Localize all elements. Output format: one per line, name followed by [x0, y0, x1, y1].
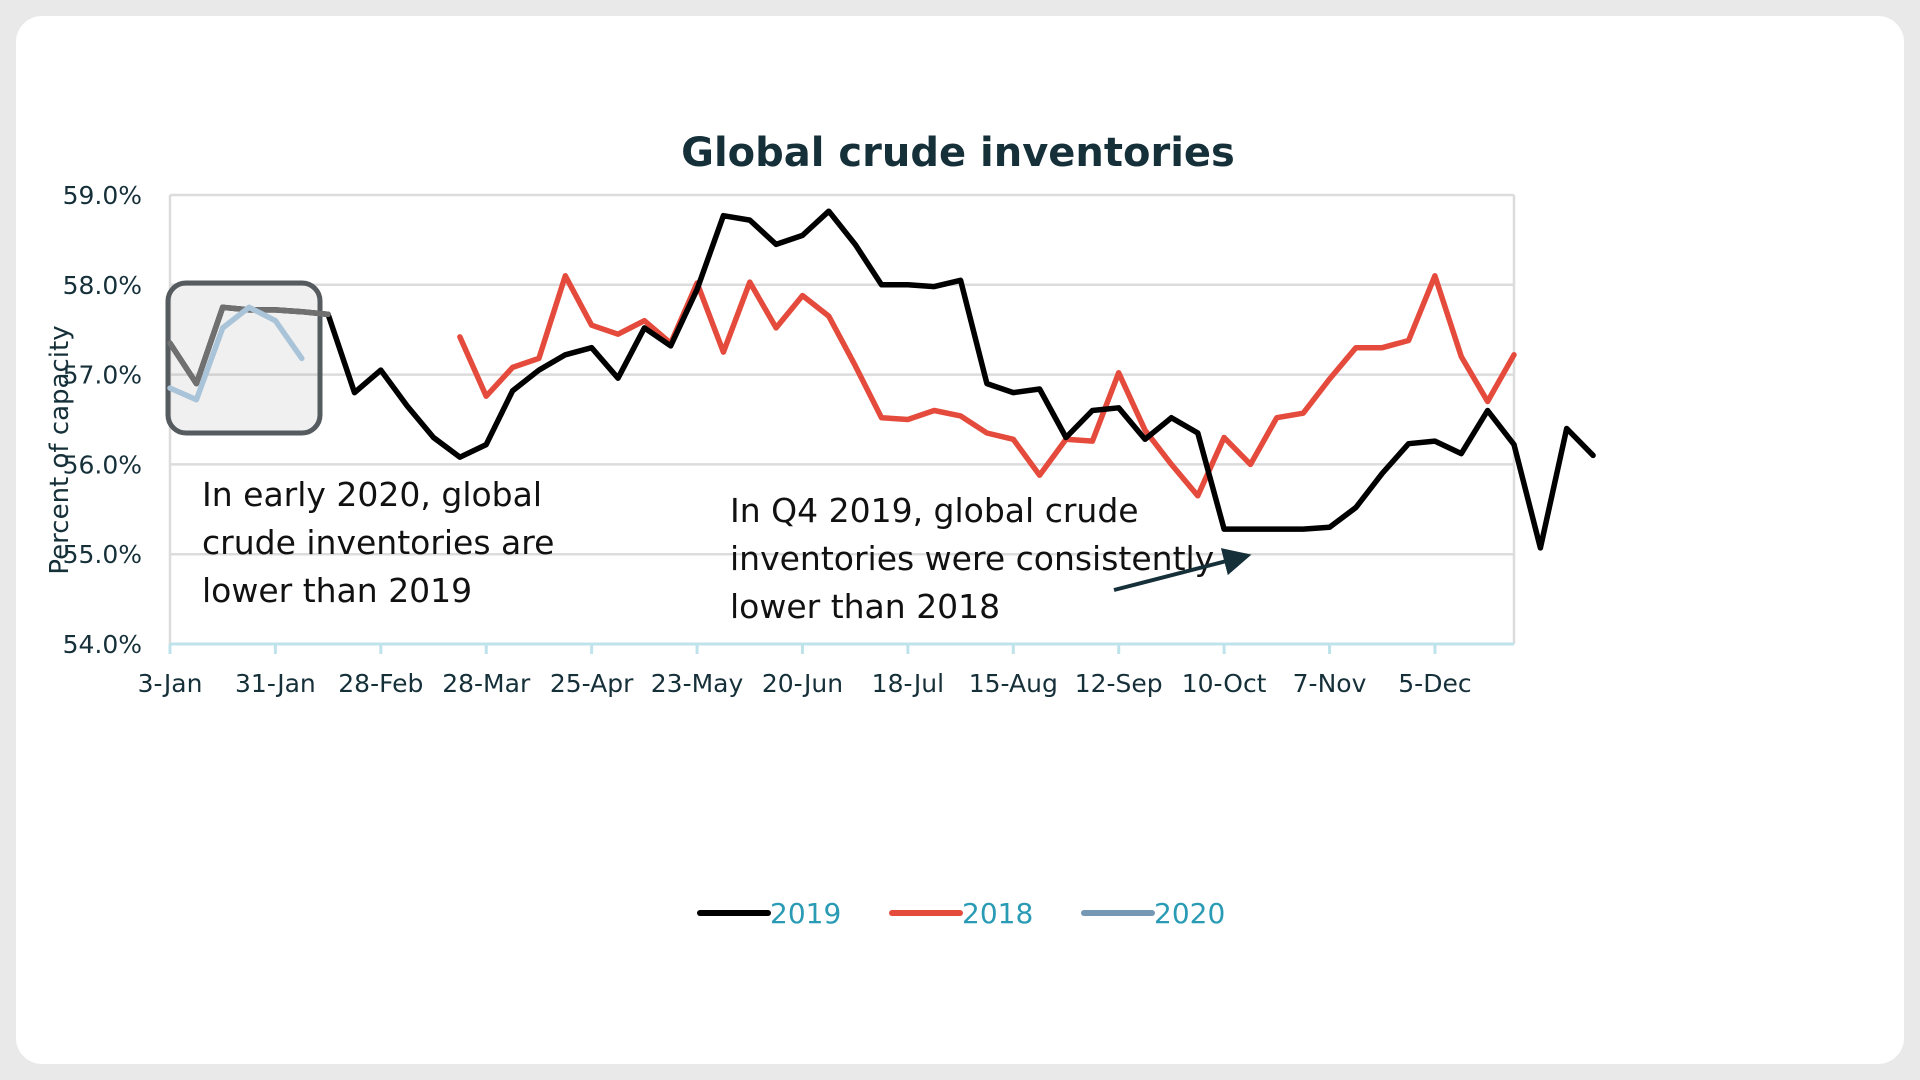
x-tick-label: 3-Jan [138, 669, 203, 698]
chart-title: Global crude inventories [681, 130, 1235, 176]
chart-card: Global crude inventories Percent of capa… [16, 16, 1904, 1064]
x-tick-label: 28-Feb [338, 669, 423, 698]
y-tick-label: 56.0% [63, 450, 142, 479]
x-tick-label: 20-Jun [762, 669, 843, 698]
annotation-early-2020-line-1: In early 2020, global [202, 475, 542, 514]
x-tick-label: 31-Jan [235, 669, 316, 698]
y-tick-label: 57.0% [63, 361, 142, 390]
x-tick-label: 12-Sep [1075, 669, 1163, 698]
legend-label-2019: 2019 [770, 897, 841, 930]
series-line-2018 [457, 273, 1517, 499]
series-lines [167, 208, 1596, 551]
legend-label-2018: 2018 [962, 897, 1033, 930]
x-tick-label: 15-Aug [969, 669, 1058, 698]
chart-svg: Global crude inventories Percent of capa… [45, 130, 1596, 930]
series-line-2019 [167, 208, 1596, 551]
annotation-early-2020-line-3: lower than 2019 [202, 571, 472, 610]
x-tick-label: 7-Nov [1293, 669, 1367, 698]
y-tick-label: 58.0% [63, 271, 142, 300]
y-tick-label: 59.0% [63, 181, 142, 210]
y-tick-labels: 54.0% 55.0% 56.0% 57.0% 58.0% 59.0% [63, 181, 142, 659]
annotation-q4-2019-line-3: lower than 2018 [730, 587, 1000, 626]
x-tick-label: 18-Jul [872, 669, 944, 698]
annotation-arrow [1113, 548, 1252, 592]
legend-label-2020: 2020 [1154, 897, 1225, 930]
x-tick-label: 10-Oct [1182, 669, 1267, 698]
legend: 2019 2018 2020 [697, 897, 1225, 930]
series-line-2020 [167, 304, 305, 403]
annotation-q4-2019-line-1: In Q4 2019, global crude [730, 491, 1139, 530]
highlight-box [165, 280, 323, 436]
x-axis: 3-Jan 31-Jan 28-Feb 28-Mar 25-Apr 23-May 20-Ju… [138, 642, 1514, 698]
highlight-lines [167, 304, 331, 403]
annotation-early-2020-line-2: crude inventories are [202, 523, 554, 562]
x-tick-label: 28-Mar [442, 669, 531, 698]
x-tick-label: 25-Apr [550, 669, 634, 698]
annotation-q4-2019-line-2: inventories were consistently [730, 539, 1214, 578]
x-tick-label: 5-Dec [1398, 669, 1471, 698]
y-tick-label: 55.0% [63, 540, 142, 569]
y-axis-label: Percent of capacity [45, 325, 75, 574]
x-tick-label: 23-May [651, 669, 744, 698]
y-tick-label: 54.0% [63, 630, 142, 659]
